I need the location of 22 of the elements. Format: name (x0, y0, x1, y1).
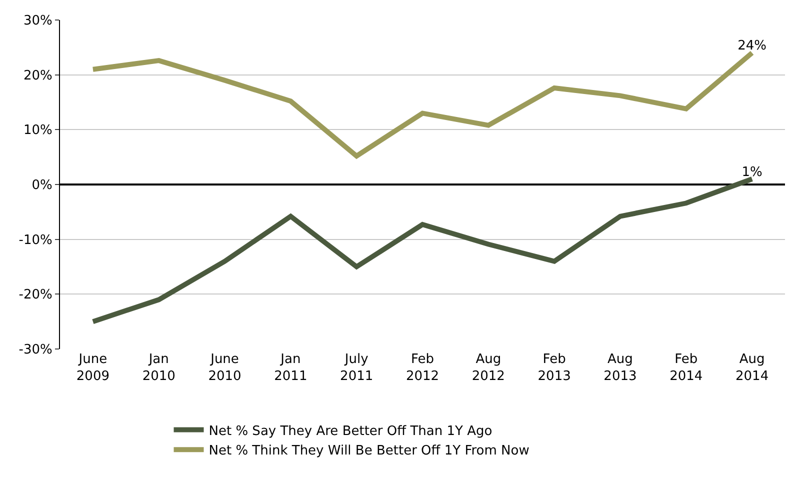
x-tick-label: Jan 2011 (274, 352, 308, 384)
legend-label: Net % Think They Will Be Better Off 1Y From Now (208, 444, 530, 459)
y-tick-label: -20% (18, 288, 52, 303)
x-tick-label: Feb 2012 (406, 352, 440, 384)
legend-label: Net % Say They Are Better Off Than 1Y Ago (208, 424, 492, 439)
y-tick-label: 10% (23, 123, 52, 138)
x-tick-label: Aug 2012 (472, 352, 505, 384)
y-tick-label: 0% (32, 178, 52, 194)
y-tick-label: -30% (18, 342, 52, 358)
x-tick-label: Aug 2013 (604, 352, 637, 384)
y-tick-label: 20% (23, 68, 52, 84)
x-tick-label: June 2009 (76, 352, 110, 384)
x-tick-label: Feb 2013 (538, 352, 571, 384)
x-tick-label: July 2011 (340, 352, 374, 384)
y-tick-label: -10% (18, 232, 52, 248)
x-tick-label: Jan 2010 (142, 352, 176, 384)
data-label: 1% (742, 164, 762, 180)
x-tick-label: Feb 2014 (670, 352, 703, 384)
x-tick-label: Aug 2014 (736, 352, 769, 384)
y-tick-label: 30% (23, 14, 52, 29)
data-label: 24% (738, 38, 767, 54)
x-tick-label: June 2010 (208, 352, 242, 384)
